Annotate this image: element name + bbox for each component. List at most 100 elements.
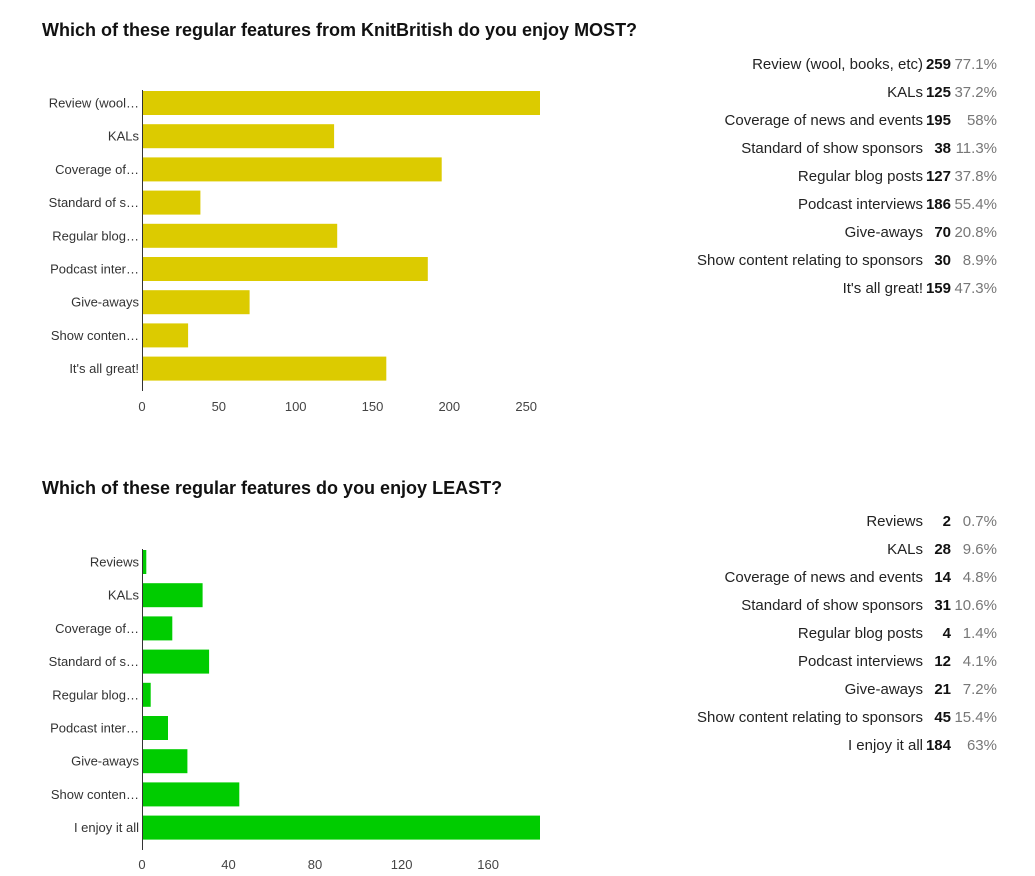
question-title: Which of these regular features from Kni…	[42, 20, 638, 40]
summary-row: Standard of show sponsors 38 11.3%	[697, 134, 997, 162]
category-label: Standard of s…	[49, 195, 139, 210]
x-tick-label: 50	[212, 399, 226, 414]
summary-count: 127	[925, 167, 951, 185]
summary-row: Regular blog posts 4 1.4%	[697, 619, 997, 647]
summary-label: Regular blog posts	[797, 624, 923, 642]
category-label: Show conten…	[51, 328, 139, 343]
bar	[142, 157, 442, 182]
summary-count: 12	[934, 652, 951, 670]
summary-percent: 47.3%	[954, 279, 997, 297]
summary-percent: 15.4%	[954, 708, 997, 726]
bar	[142, 257, 428, 281]
summary-percent: 37.8%	[954, 167, 997, 185]
summary-percent: 63%	[966, 736, 997, 754]
summary-percent: 11.3%	[955, 139, 997, 157]
bar	[142, 124, 335, 149]
category-label: Regular blog…	[52, 228, 139, 243]
x-tick-label: 100	[285, 399, 307, 414]
category-label: Standard of s…	[49, 654, 139, 669]
summary-percent: 77.1%	[954, 55, 997, 73]
summary-count: 70	[934, 223, 951, 241]
category-label: Reviews	[90, 555, 140, 570]
category-label: Review (wool…	[49, 96, 139, 111]
bar	[142, 782, 240, 807]
bar	[142, 682, 151, 707]
summary-label: Reviews	[866, 512, 923, 530]
summary-row: Show content relating to sponsors 30 8.9%	[697, 246, 997, 274]
summary-count: 14	[934, 568, 951, 586]
summary-count: 125	[925, 83, 951, 101]
category-label: KALs	[108, 129, 140, 144]
x-tick-label: 80	[308, 857, 322, 872]
category-label: Show conten…	[51, 787, 139, 802]
x-tick-label: 0	[138, 399, 145, 414]
summary-count: 195	[925, 111, 951, 129]
bar	[142, 550, 147, 574]
summary-label: Show content relating to sponsors	[697, 708, 923, 726]
x-tick-label: 250	[515, 399, 537, 414]
x-tick-label: 0	[138, 857, 145, 872]
bar	[142, 223, 338, 248]
summary-row: Coverage of news and events 14 4.8%	[697, 563, 997, 591]
category-label: Give-aways	[71, 295, 139, 310]
bar	[142, 323, 189, 348]
x-tick-label: 150	[362, 399, 384, 414]
summary-row: Give-aways 70 20.8%	[697, 218, 997, 246]
summary-row: Reviews 2 0.7%	[697, 507, 997, 535]
bar	[142, 356, 387, 381]
category-label: Give-aways	[71, 754, 139, 769]
summary-label: Podcast interviews	[797, 652, 923, 670]
summary-percent: 58%	[966, 111, 997, 129]
bar	[142, 716, 168, 740]
summary-count: 159	[925, 279, 951, 297]
bar	[142, 190, 201, 215]
summary-count: 184	[925, 736, 951, 754]
bar-chart-most: Review (wool… KALs Coverage of… Standard of…	[49, 90, 540, 414]
question-title: Which of these regular features do you e…	[42, 478, 503, 498]
summary-label: Review (wool, books, etc)	[752, 55, 923, 73]
summary-row: Regular blog posts 127 37.8%	[697, 162, 997, 190]
summary-percent: 20.8%	[954, 223, 997, 241]
category-label: Coverage of…	[55, 162, 139, 177]
summary-row: Podcast interviews 12 4.1%	[697, 647, 997, 675]
category-label: I enjoy it all	[74, 820, 139, 835]
category-label: It's all great!	[69, 361, 139, 376]
bar	[142, 649, 210, 674]
summary-label: Give-aways	[844, 223, 923, 241]
summary-label: I enjoy it all	[847, 736, 923, 754]
summary-percent: 10.6%	[954, 596, 997, 614]
summary-count: 4	[942, 624, 951, 642]
summary-label: Give-aways	[844, 680, 923, 698]
summary-count: 28	[934, 540, 951, 558]
summary-percent: 7.2%	[962, 680, 997, 698]
summary-row: Podcast interviews 186 55.4%	[697, 190, 997, 218]
summary-percent: 8.9%	[962, 251, 997, 269]
summary-percent: 37.2%	[954, 83, 997, 101]
summary-table-most: Review (wool, books, etc) 259 77.1% KALs 125…	[697, 50, 997, 302]
summary-label: Podcast interviews	[797, 195, 923, 213]
summary-label: KALs	[887, 540, 923, 558]
summary-count: 31	[934, 596, 951, 614]
summary-label: Standard of show sponsors	[741, 596, 923, 614]
category-label: KALs	[108, 588, 140, 603]
summary-count: 30	[934, 251, 951, 269]
summary-percent: 4.1%	[962, 652, 997, 670]
summary-row: KALs 28 9.6%	[697, 535, 997, 563]
summary-row: Show content relating to sponsors 45 15.4%	[697, 703, 997, 731]
question-section-least: Which of these regular features do you e…	[0, 458, 1035, 876]
summary-percent: 0.7%	[962, 512, 997, 530]
summary-label: Regular blog posts	[797, 167, 923, 185]
summary-label: Coverage of news and events	[724, 568, 923, 586]
summary-label: It's all great!	[842, 279, 923, 297]
summary-label: Coverage of news and events	[724, 111, 923, 129]
summary-count: 38	[934, 139, 951, 157]
category-label: Podcast inter…	[50, 721, 139, 736]
summary-row: Standard of show sponsors 31 10.6%	[697, 591, 997, 619]
summary-row: Give-aways 21 7.2%	[697, 675, 997, 703]
question-section-most: Which of these regular features from Kni…	[42, 20, 997, 414]
x-tick-label: 160	[477, 857, 499, 872]
category-label: Coverage of…	[55, 621, 139, 636]
summary-percent: 55.4%	[954, 195, 997, 213]
summary-row: It's all great! 159 47.3%	[697, 274, 997, 302]
bar	[142, 815, 540, 840]
